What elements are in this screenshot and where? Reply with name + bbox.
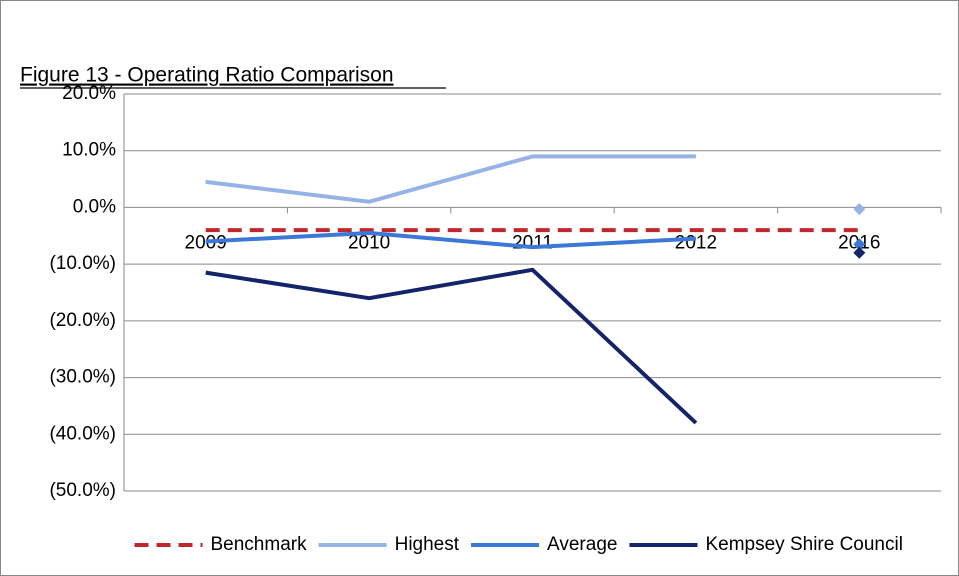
marker <box>853 238 866 251</box>
y-tick-label: 10.0% <box>62 140 116 161</box>
y-tick-label: (50.0%) <box>49 480 116 501</box>
marker <box>853 246 866 259</box>
chart-title: Figure 13 - Operating Ratio Comparison <box>20 64 394 87</box>
x-tick-label: 2011 <box>512 232 553 253</box>
y-tick-label: (10.0%) <box>49 253 116 274</box>
y-tick-label: (20.0%) <box>49 310 116 331</box>
x-tick-label: 2012 <box>675 232 717 253</box>
legend-label: Average <box>547 534 617 555</box>
legend-label: Kempsey Shire Council <box>705 534 902 555</box>
marker <box>853 203 866 216</box>
y-tick-label: 0.0% <box>73 196 116 217</box>
y-tick-label: 20.0% <box>62 83 116 104</box>
y-tick-label: (30.0%) <box>49 367 116 388</box>
series-line <box>205 230 697 250</box>
series-line <box>205 267 698 425</box>
legend-label: Benchmark <box>211 534 308 555</box>
x-tick-label: 2010 <box>348 232 390 253</box>
x-tick-label: 2009 <box>185 232 227 253</box>
legend-label: Highest <box>395 534 460 555</box>
y-tick-label: (40.0%) <box>49 423 116 444</box>
series-line <box>205 154 696 204</box>
